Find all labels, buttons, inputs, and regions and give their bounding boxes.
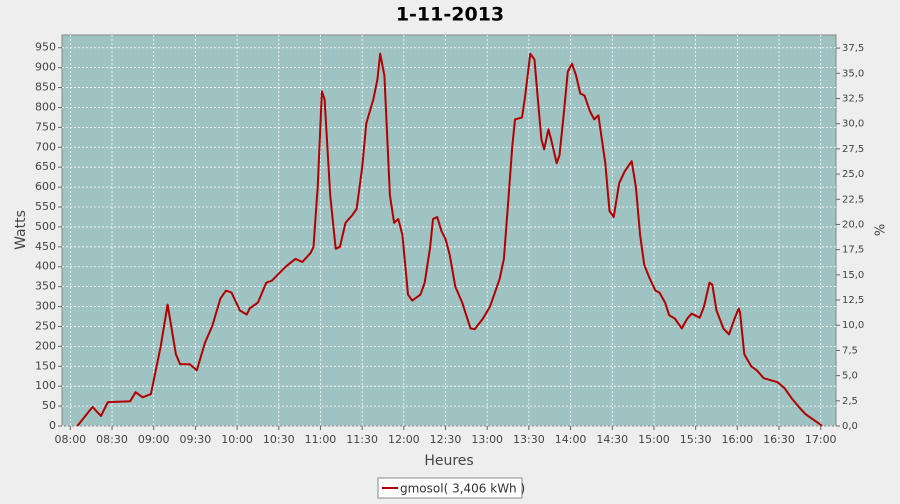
y2-tick-label: 25,0	[842, 169, 864, 180]
y-tick-label: 450	[35, 240, 56, 253]
x-tick-label: 08:30	[96, 433, 128, 446]
y2-tick-label: 0,0	[842, 421, 858, 432]
x-tick-label: 17:00	[805, 433, 837, 446]
y-tick-label: 400	[35, 260, 56, 273]
x-tick-label: 11:30	[346, 433, 378, 446]
x-tick-label: 16:00	[721, 433, 753, 446]
x-tick-label: 09:00	[138, 433, 170, 446]
y-tick-label: 100	[35, 379, 56, 392]
x-tick-label: 10:30	[263, 433, 295, 446]
y2-tick-label: 12,5	[842, 295, 864, 306]
y-tick-label: 750	[35, 120, 56, 133]
y-tick-label: 550	[35, 200, 56, 213]
x-tick-label: 11:00	[305, 433, 337, 446]
x-tick-label: 15:30	[680, 433, 712, 446]
x-tick-label: 14:00	[555, 433, 587, 446]
x-tick-label: 09:30	[180, 433, 212, 446]
x-tick-label: 12:00	[388, 433, 420, 446]
y2-tick-label: 7,5	[842, 345, 858, 356]
data-line	[76, 52, 823, 427]
y2-tick-label: 35,0	[842, 68, 864, 79]
x-tick-label: 13:00	[471, 433, 503, 446]
x-tick-label: 08:00	[54, 433, 86, 446]
y2-tick-label: 20,0	[842, 219, 864, 230]
y-tick-label: 300	[35, 300, 56, 313]
x-tick-label: 13:30	[513, 433, 545, 446]
y-tick-label: 0	[49, 419, 56, 432]
y-tick-label: 500	[35, 220, 56, 233]
y2-tick-label: 32,5	[842, 93, 864, 104]
y-tick-label: 700	[35, 140, 56, 153]
y-tick-label: 850	[35, 81, 56, 94]
x-tick-label: 10:00	[221, 433, 253, 446]
legend-label: gmosol( 3,406 kWh )	[400, 482, 525, 496]
y-axis-label: Watts	[13, 210, 29, 250]
y-tick-label: 200	[35, 339, 56, 352]
y2-tick-label: 10,0	[842, 320, 864, 331]
y-tick-label: 950	[35, 41, 56, 54]
x-axis-label: Heures	[424, 453, 473, 469]
y-tick-label: 600	[35, 180, 56, 193]
y-tick-label: 350	[35, 280, 56, 293]
y2-tick-label: 27,5	[842, 144, 864, 155]
y2-tick-label: 5,0	[842, 371, 858, 382]
y2-tick-label: 22,5	[842, 194, 864, 205]
y-tick-label: 650	[35, 160, 56, 173]
y-tick-label: 800	[35, 100, 56, 113]
y-tick-label: 50	[42, 399, 56, 412]
y2-tick-label: 17,5	[842, 245, 864, 256]
y2-tick-label: 37,5	[842, 43, 864, 54]
y-tick-label: 150	[35, 359, 56, 372]
y-tick-label: 250	[35, 319, 56, 332]
y-tick-label: 900	[35, 61, 56, 74]
y2-tick-label: 30,0	[842, 119, 864, 130]
x-tick-label: 16:30	[763, 433, 795, 446]
chart-title: 1-11-2013	[396, 4, 504, 26]
legend-box	[377, 477, 523, 499]
x-tick-label: 12:30	[430, 433, 462, 446]
x-tick-label: 15:00	[638, 433, 670, 446]
y2-axis-label: %	[874, 224, 889, 236]
y2-tick-label: 2,5	[842, 396, 858, 407]
plot-area	[61, 34, 837, 427]
x-tick-label: 14:30	[596, 433, 628, 446]
y2-tick-label: 15,0	[842, 270, 864, 281]
